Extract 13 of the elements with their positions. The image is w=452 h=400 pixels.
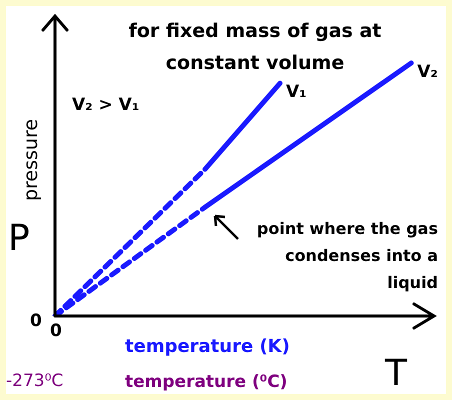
x-axis-title: temperature (K)	[125, 336, 290, 357]
text: 0	[30, 311, 42, 331]
text: P	[8, 218, 30, 259]
text: 0	[50, 321, 62, 341]
annotation: V₂ > V₁	[72, 95, 140, 115]
text: T	[384, 353, 408, 394]
annotation: point where the gas condenses into a liquid	[256, 219, 438, 292]
y-axis-title: pressure	[20, 118, 42, 202]
series-label: V₁	[286, 82, 307, 102]
text: temperature (⁰C)	[125, 372, 288, 392]
series-label: V₂	[417, 62, 438, 82]
text: -273⁰C	[6, 371, 64, 391]
chart-title: for fixed mass of gas at constant volume	[128, 20, 382, 74]
